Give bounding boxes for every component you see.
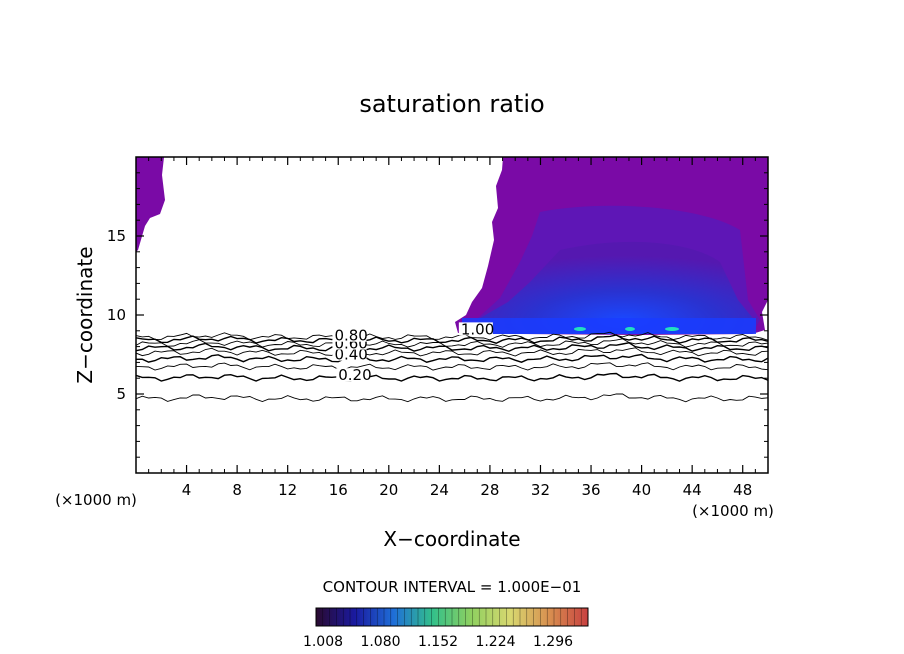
contour-label-bg [332,328,367,342]
y-tick-label: 15 [107,227,126,245]
contour-lines [136,331,768,403]
contour-line [136,338,768,348]
contour-line [136,331,768,341]
colorbar-tick-label: 1.224 [475,634,515,650]
x-axis-label: X−coordinate [383,527,520,551]
x-tick-label: 8 [232,481,242,499]
contour-line [136,362,768,371]
x-tick-label: 20 [379,481,398,499]
y-axis-label: Z−coordinate [73,246,97,383]
y-tick-label: 10 [107,306,126,324]
contour-line [136,372,768,382]
supersaturation-left [136,157,165,252]
x-tick-label: 44 [683,481,702,499]
x-tick-label: 16 [329,481,348,499]
contour-label-bg [458,322,493,336]
contour-interval-text: CONTOUR INTERVAL = 1.000E−01 [323,578,582,596]
y-axis: 5 10 15 [107,172,768,458]
colorbar-tick-label: 1.152 [418,634,458,650]
x-tick-label: 40 [632,481,651,499]
contour-label: 0.20 [338,366,371,384]
colorbar-ticks: 1.008 1.080 1.152 1.224 1.296 [303,608,589,650]
contour-line [136,342,768,353]
chart-title: saturation ratio [359,90,544,118]
x-tick-label: 28 [480,481,499,499]
x-unit-left: (×1000 m) [55,491,137,509]
contour-label-bg [332,347,367,361]
x-tick-label: 32 [531,481,550,499]
contour-line [136,334,768,344]
y-tick-label: 5 [116,385,126,403]
contour-label: 1.00 [461,320,494,338]
x-tick-label: 24 [430,481,449,499]
colorbar-tick-label: 1.080 [360,634,400,650]
contour-label-bg [336,368,371,382]
supersaturation-core [462,241,756,334]
contour-line [136,393,768,403]
contour-line [136,347,768,357]
contour-label: 0.40 [334,346,367,364]
x-tick-label: 4 [182,481,192,499]
contour-label: 0.80 [334,327,367,345]
supersaturation-base [462,318,756,334]
x-tick-label: 12 [278,481,297,499]
colorbar-tick-label: 1.296 [533,634,573,650]
cyan-spot [574,327,586,331]
cyan-spot [665,327,679,331]
x-tick-label: 48 [733,481,752,499]
contour-line [136,353,768,363]
cyan-spot [625,327,635,331]
x-tick-label: 36 [581,481,600,499]
x-axis: 4 8 12 16 20 24 28 32 36 40 44 48 [148,157,756,499]
colorbar-tick-label: 1.008 [303,634,343,650]
plot-area [136,157,768,403]
contour-label-group: 0.200.400.600.80 1.00 [332,320,494,384]
x-unit-right: (×1000 m) [692,502,774,520]
